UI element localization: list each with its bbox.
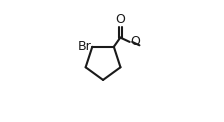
Text: O: O xyxy=(115,13,125,26)
Text: Br: Br xyxy=(78,40,92,53)
Text: O: O xyxy=(130,35,140,48)
